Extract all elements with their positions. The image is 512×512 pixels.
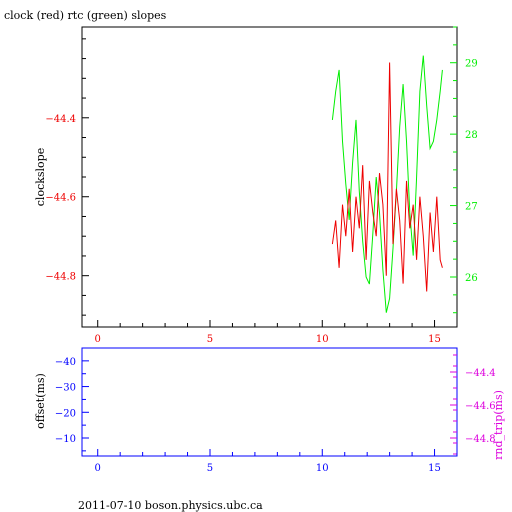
bottom-left-axis-label: offset(ms) [34, 373, 47, 429]
bottom-right-axis-label: rnd_trip(ms) [492, 390, 505, 460]
top-left-axis: −44.4 −44.6 −44.8 [45, 38, 89, 316]
bottom-panel: −40 −30 −20 −10 −44.4 −44.6 −44.8 0 5 10 15 offs… [34, 347, 505, 474]
top-right-tick-label: 28 [465, 130, 478, 141]
top-right-tick-label: 29 [465, 59, 478, 70]
top-right-axis: 29 28 27 26 [450, 26, 478, 314]
top-x-tick-label: 15 [428, 334, 441, 345]
bottom-right-axis: −44.4 −44.6 −44.8 [450, 354, 496, 455]
top-panel: −44.4 −44.6 −44.8 29 28 27 26 0 5 10 15 clockslo… [34, 26, 478, 345]
top-series-group [331, 55, 443, 313]
bottom-x-tick-label: 10 [316, 463, 329, 474]
bottom-left-axis: −40 −30 −20 −10 [55, 347, 89, 452]
top-x-tick-label: 5 [207, 334, 213, 345]
top-left-axis-label: clockslope [34, 148, 47, 206]
bottom-left-tick-label: −40 [55, 357, 76, 368]
top-right-tick-label: 26 [465, 273, 478, 284]
top-left-tick-label: −44.4 [45, 114, 76, 125]
bottom-left-tick-label: −30 [55, 383, 76, 394]
bottom-plot-frame [81, 347, 458, 457]
green-series-line [331, 55, 443, 313]
bottom-x-tick-label: 15 [428, 463, 441, 474]
bottom-right-tick-label: −44.6 [465, 401, 496, 412]
top-x-tick-label: 0 [95, 334, 101, 345]
bottom-left-tick-label: −10 [55, 434, 76, 445]
bottom-right-tick-label: −44.4 [465, 368, 496, 379]
top-left-tick-label: −44.6 [45, 193, 76, 204]
bottom-x-tick-label: 0 [95, 463, 101, 474]
bottom-left-tick-label: −20 [55, 408, 76, 419]
bottom-x-axis: 0 5 10 15 [95, 449, 458, 474]
footer-caption: 2011-07-10 boson.physics.ubc.ca [78, 499, 263, 512]
chart-title: clock (red) rtc (green) slopes [4, 9, 167, 22]
top-plot-frame [81, 26, 458, 328]
top-x-tick-label: 10 [316, 334, 329, 345]
bottom-right-tick-label: −44.8 [465, 434, 496, 445]
bottom-x-tick-label: 5 [207, 463, 213, 474]
top-left-tick-label: −44.8 [45, 272, 76, 283]
top-right-tick-label: 27 [465, 202, 478, 213]
red-series-line [331, 62, 443, 292]
top-x-axis: 0 5 10 15 [95, 320, 458, 345]
